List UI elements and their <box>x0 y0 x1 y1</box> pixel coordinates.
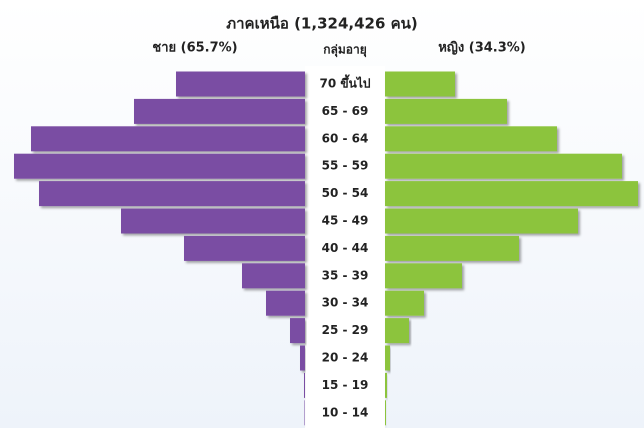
bar-female <box>385 98 507 124</box>
chart-title: ภาคเหนือ (1,324,426 คน) <box>226 15 418 33</box>
bar-male <box>300 345 305 371</box>
bar-female <box>385 235 519 261</box>
legend-left: ชาย (65.7%) <box>152 41 237 56</box>
category-label: 15 - 19 <box>322 378 369 392</box>
bar-male <box>290 318 305 344</box>
category-label: 65 - 69 <box>322 104 369 118</box>
bar-female <box>385 71 455 97</box>
bar-female <box>385 153 622 179</box>
category-label: 30 - 34 <box>322 296 369 310</box>
category-label: 50 - 54 <box>322 186 369 200</box>
bar-female <box>385 208 578 234</box>
bar-female <box>385 345 390 371</box>
category-label: 35 - 39 <box>322 268 369 282</box>
bar-male <box>39 181 305 207</box>
bar-female <box>385 126 557 152</box>
bar-female <box>385 290 424 316</box>
bar-male <box>266 290 305 316</box>
bar-male <box>134 98 305 124</box>
category-label: 20 - 24 <box>322 351 369 365</box>
category-column <box>305 66 385 428</box>
category-label: 10 - 14 <box>322 405 369 419</box>
category-axis-label: กลุ่มอายุ <box>323 43 367 58</box>
bar-female <box>385 263 462 289</box>
bar-female <box>385 372 387 398</box>
bar-male <box>304 400 305 426</box>
bar-male <box>121 208 305 234</box>
category-label: 60 - 64 <box>322 131 369 145</box>
category-label: 45 - 49 <box>322 214 369 228</box>
category-label: 70 ขึ้นไป <box>320 74 371 91</box>
category-label: 40 - 44 <box>322 241 369 255</box>
legend-right: หญิง (34.3%) <box>438 41 526 56</box>
bar-male <box>242 263 305 289</box>
bar-male <box>14 153 305 179</box>
category-label: 25 - 29 <box>322 323 369 337</box>
bar-female <box>385 318 409 344</box>
bar-male <box>184 235 305 261</box>
bar-male <box>304 372 305 398</box>
bar-female <box>385 400 386 426</box>
bar-female <box>385 181 638 207</box>
category-label: 55 - 59 <box>322 159 369 173</box>
bar-male <box>31 126 305 152</box>
bar-male <box>176 71 305 97</box>
